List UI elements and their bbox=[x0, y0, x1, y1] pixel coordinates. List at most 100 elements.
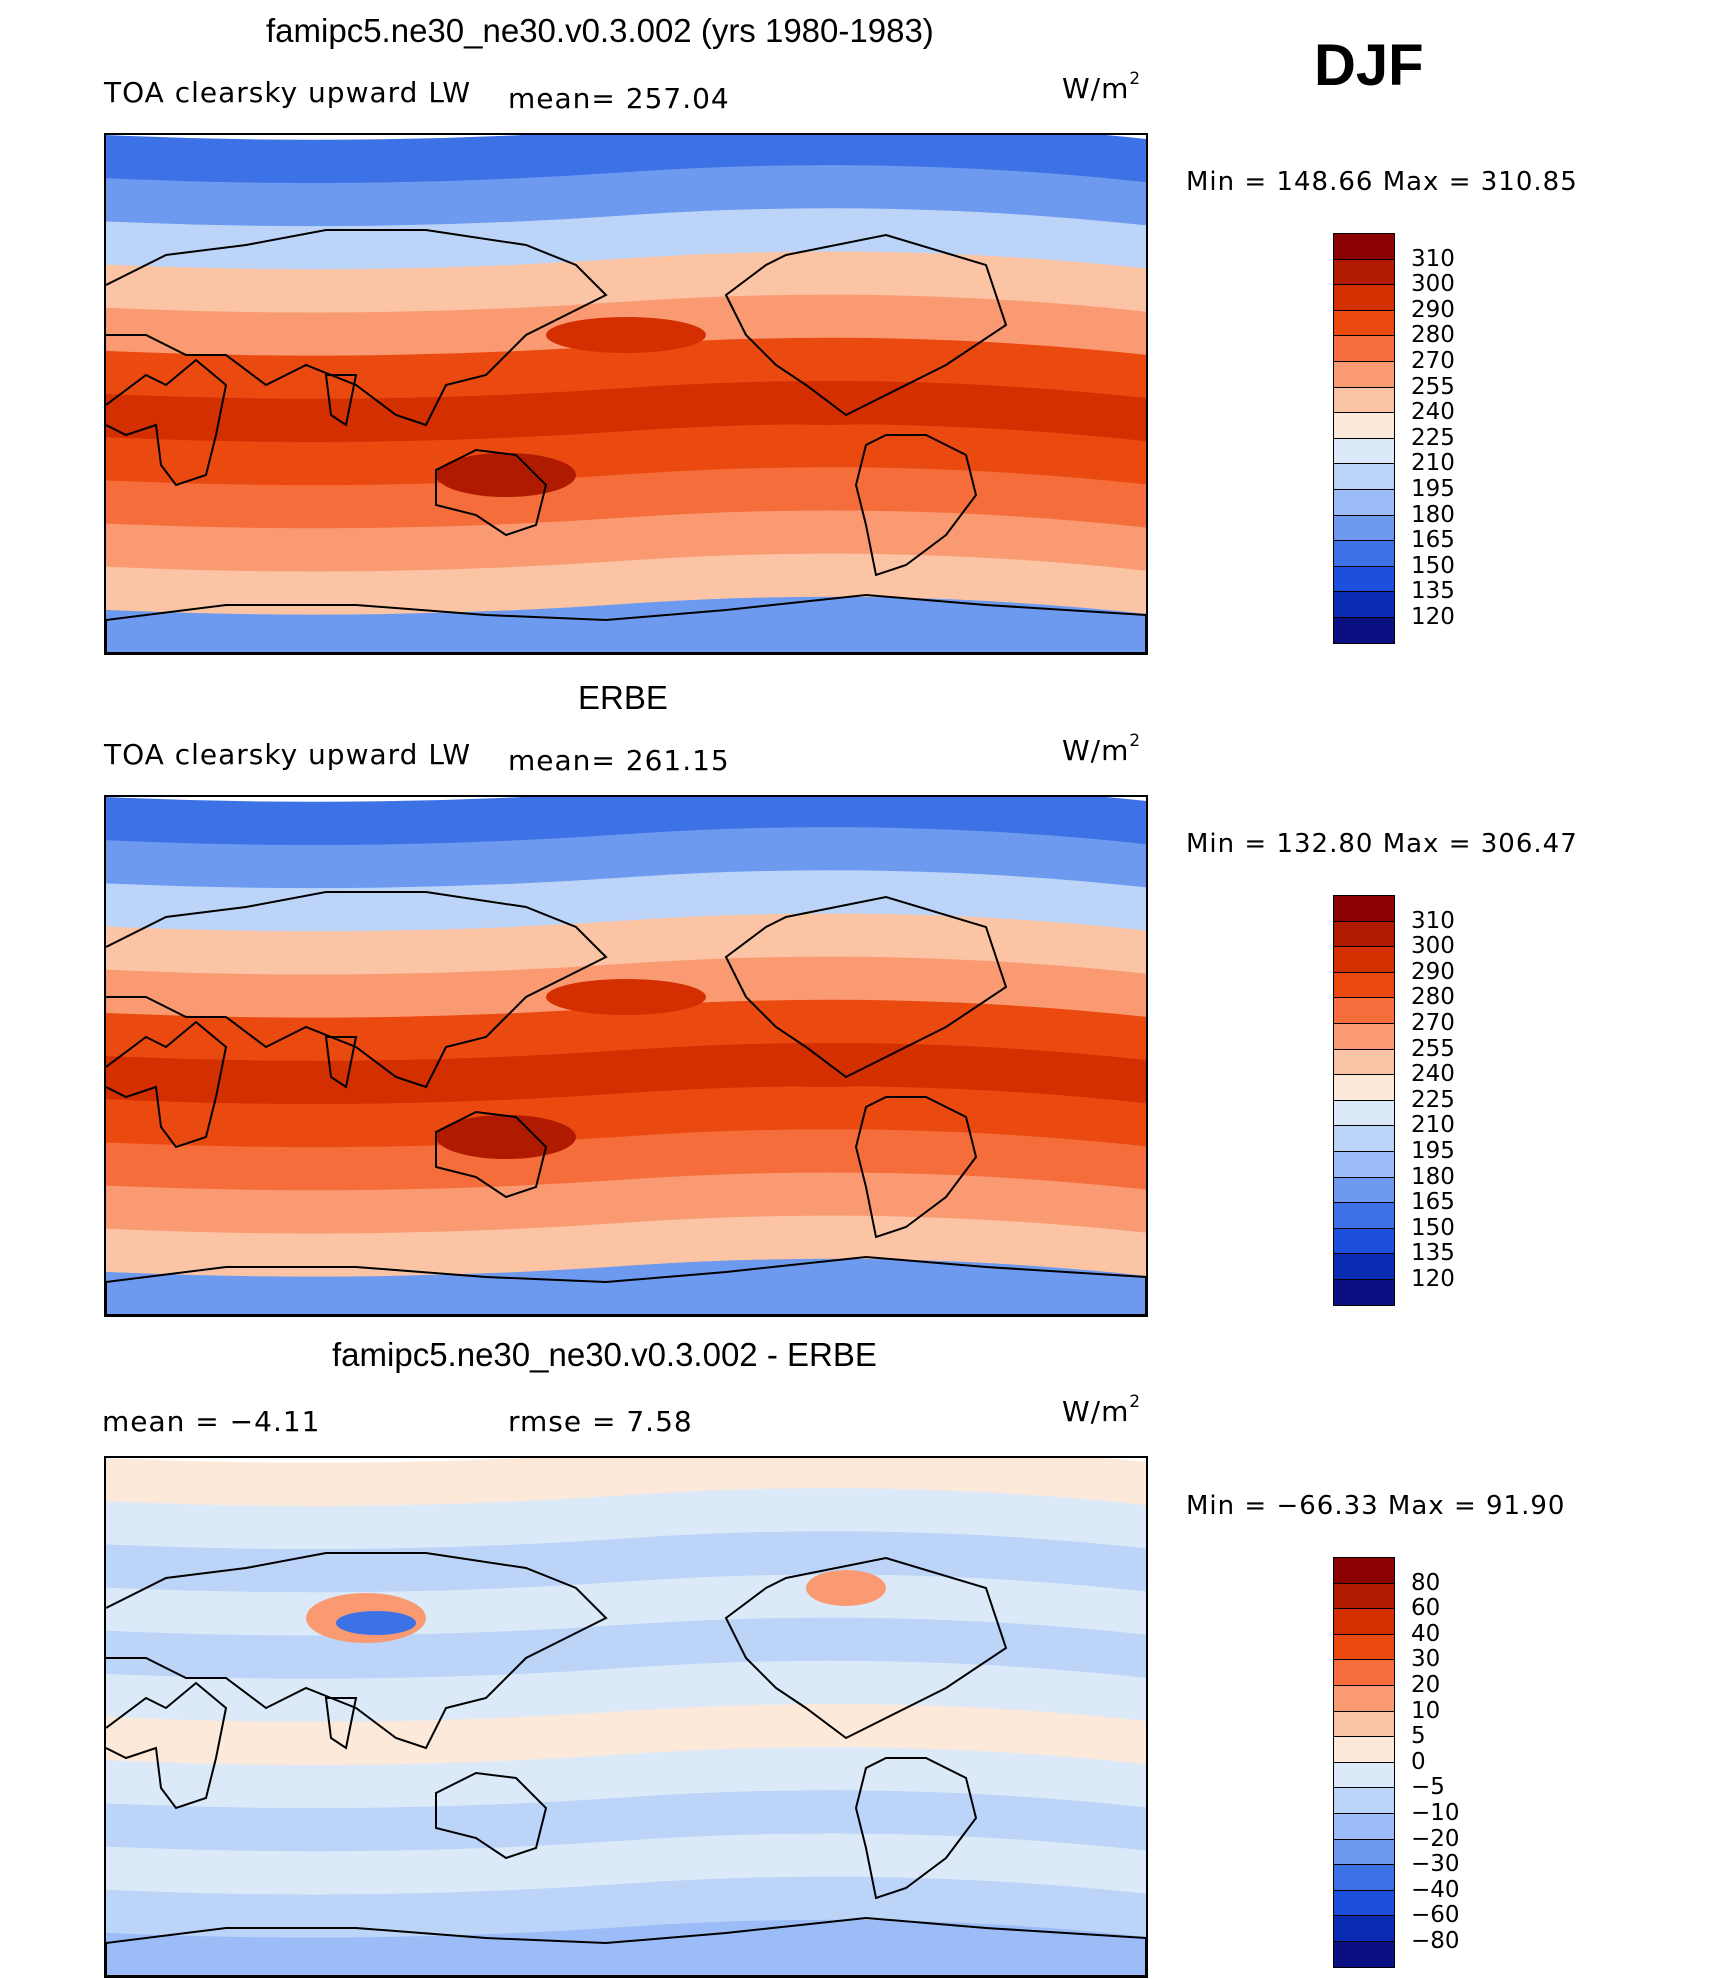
colorbar-tick-label: 60 bbox=[1411, 1595, 1441, 1622]
warm-pool bbox=[546, 979, 706, 1015]
colorbar-swatch bbox=[1333, 997, 1395, 1025]
colorbar-swatch bbox=[1333, 946, 1395, 974]
panel-1-variable-label: TOA clearsky upward LW bbox=[104, 76, 472, 109]
colorbar-tick-label: 10 bbox=[1411, 1697, 1441, 1724]
coastline bbox=[106, 593, 1146, 653]
panel-3-mean-label: mean = −4.11 bbox=[102, 1405, 321, 1438]
coastline bbox=[324, 1036, 358, 1089]
panel-3-rmse-label: rmse = 7.58 bbox=[508, 1405, 693, 1438]
coastline bbox=[854, 1757, 978, 1900]
coastline bbox=[106, 1020, 228, 1149]
panel-3-title: famipc5.ne30_ne30.v0.3.002 - ERBE bbox=[332, 1336, 877, 1373]
colorbar-tick-label: −20 bbox=[1411, 1825, 1460, 1852]
colorbar-swatch bbox=[1333, 1202, 1395, 1230]
colorbar-tick-label: −40 bbox=[1411, 1876, 1460, 1903]
colorbar-tick-label: 300 bbox=[1411, 933, 1455, 960]
colorbar-swatch bbox=[1333, 1253, 1395, 1281]
warm-pool bbox=[436, 1115, 576, 1159]
colorbar-swatch bbox=[1333, 1761, 1395, 1789]
coastline bbox=[435, 1110, 548, 1199]
panel-3-colorbar: 80 60 40 30 20 10 5 0 −5 −10 −20 −30 −40 −60 −80 bbox=[1333, 1557, 1473, 1969]
coastline bbox=[724, 233, 1008, 417]
colorbar-swatch bbox=[1333, 1074, 1395, 1102]
colorbar-swatch bbox=[1333, 489, 1395, 517]
anomaly bbox=[336, 1611, 416, 1635]
field-band bbox=[106, 1258, 1146, 1315]
colorbar-swatch bbox=[1333, 1279, 1395, 1307]
panel-3-min-max: Min = −66.33 Max = 91.90 bbox=[1186, 1491, 1566, 1521]
panel-3-units-label: W/m2 bbox=[1062, 1391, 1142, 1428]
colorbar-tick-label: 80 bbox=[1411, 1569, 1441, 1596]
colorbar-tick-label: 20 bbox=[1411, 1672, 1441, 1698]
colorbar-tick-label: 310 bbox=[1411, 907, 1455, 934]
colorbar-swatch bbox=[1333, 895, 1395, 923]
field-band bbox=[106, 596, 1146, 653]
season-label: DJF bbox=[1314, 33, 1424, 98]
colorbar-tick-label: −30 bbox=[1411, 1851, 1460, 1878]
panel-2-variable-label: TOA clearsky upward LW bbox=[104, 738, 472, 771]
colorbar-swatch bbox=[1333, 412, 1395, 440]
colorbar-tick-label: 120 bbox=[1411, 1266, 1455, 1292]
colorbar-tick-label: 240 bbox=[1411, 1061, 1455, 1088]
colorbar-tick-label: 120 bbox=[1411, 604, 1455, 630]
panel-1-mean-label: mean= 257.04 bbox=[508, 82, 730, 115]
colorbar-tick-label: 270 bbox=[1411, 348, 1455, 374]
colorbar-swatch bbox=[1333, 335, 1395, 363]
colorbar-swatch bbox=[1333, 971, 1395, 999]
colorbar-swatch bbox=[1333, 1125, 1395, 1153]
colorbar-tick-label: 165 bbox=[1411, 527, 1455, 554]
coastline bbox=[106, 1681, 228, 1810]
colorbar-swatch bbox=[1333, 1889, 1395, 1917]
panel-3-map bbox=[104, 1456, 1148, 1978]
coastline bbox=[324, 374, 358, 427]
colorbar-tick-label: 195 bbox=[1411, 476, 1455, 502]
coastline bbox=[435, 448, 548, 537]
colorbar-swatch bbox=[1333, 1227, 1395, 1255]
panel-2-units-label: W/m2 bbox=[1062, 730, 1142, 767]
colorbar-tick-label: 40 bbox=[1411, 1620, 1441, 1647]
colorbar-tick-label: 210 bbox=[1411, 1112, 1455, 1139]
colorbar-swatch bbox=[1333, 233, 1395, 261]
colorbar-swatch bbox=[1333, 361, 1395, 389]
colorbar-tick-label: 310 bbox=[1411, 245, 1455, 272]
colorbar-tick-label: 135 bbox=[1411, 578, 1455, 605]
colorbar-tick-label: −60 bbox=[1411, 1902, 1460, 1929]
colorbar-tick-label: 5 bbox=[1411, 1723, 1426, 1750]
panel-1-colorbar: 310 300 290 280 270 255 240 225 210 195 180 165 150 1… bbox=[1333, 233, 1473, 645]
coastline bbox=[106, 891, 608, 1089]
colorbar-tick-label: 225 bbox=[1411, 424, 1455, 451]
colorbar-swatch bbox=[1333, 1685, 1395, 1713]
colorbar-tick-label: −10 bbox=[1411, 1800, 1460, 1826]
panel-2-title: ERBE bbox=[578, 679, 668, 716]
colorbar-swatch bbox=[1333, 1633, 1395, 1661]
coastline bbox=[724, 895, 1008, 1079]
colorbar-swatch bbox=[1333, 463, 1395, 491]
warm-pool bbox=[546, 317, 706, 353]
coastline bbox=[106, 1916, 1146, 1976]
anomaly bbox=[806, 1570, 886, 1606]
panel-2-map bbox=[104, 795, 1148, 1317]
colorbar-tick-label: 255 bbox=[1411, 373, 1455, 400]
coastline bbox=[854, 1096, 978, 1239]
panel-2-colorbar: 310 300 290 280 270 255 240 225 210 195 180 165 150 1… bbox=[1333, 895, 1473, 1307]
colorbar-tick-label: 135 bbox=[1411, 1240, 1455, 1267]
colorbar-swatch bbox=[1333, 1736, 1395, 1764]
colorbar-swatch bbox=[1333, 1787, 1395, 1815]
colorbar-swatch bbox=[1333, 386, 1395, 414]
colorbar-swatch bbox=[1333, 1582, 1395, 1610]
colorbar-swatch bbox=[1333, 1176, 1395, 1204]
colorbar-tick-label: 150 bbox=[1411, 552, 1455, 579]
panel-1-units-label: W/m2 bbox=[1062, 68, 1142, 105]
colorbar-tick-label: 270 bbox=[1411, 1010, 1455, 1036]
colorbar-swatch bbox=[1333, 284, 1395, 312]
coastline bbox=[106, 1552, 608, 1750]
panel-1-map bbox=[104, 133, 1148, 655]
colorbar-tick-label: −80 bbox=[1411, 1928, 1460, 1954]
panel-1-min-max: Min = 148.66 Max = 310.85 bbox=[1186, 167, 1578, 197]
warm-pool bbox=[716, 385, 936, 425]
colorbar-tick-label: 290 bbox=[1411, 958, 1455, 985]
colorbar-tick-label: 0 bbox=[1411, 1748, 1426, 1775]
colorbar-swatch bbox=[1333, 1659, 1395, 1687]
colorbar-swatch bbox=[1333, 1608, 1395, 1636]
coastline bbox=[724, 1556, 1008, 1740]
